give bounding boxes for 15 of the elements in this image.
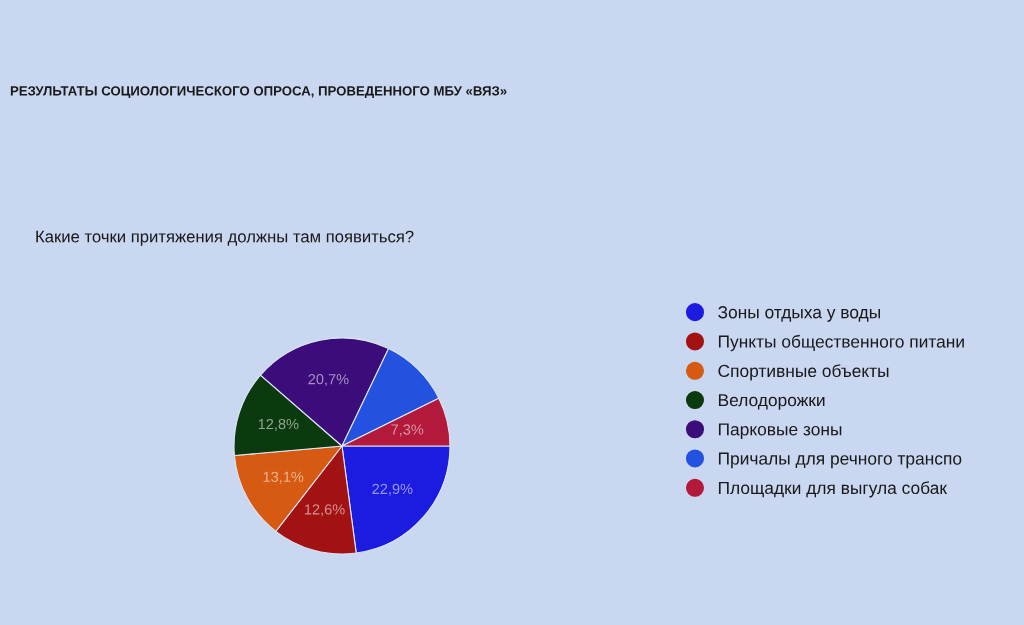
legend-label: Зоны отдыха у воды <box>718 306 880 322</box>
legend-label: Спортивные объекты <box>718 364 889 381</box>
data-label: 13,1% <box>263 471 304 484</box>
legend-label: Велодорожки <box>718 394 825 410</box>
data-label: 22,9% <box>372 483 413 496</box>
data-label: 7,3% <box>391 424 424 437</box>
legend-label: Площадки для выгула собак <box>718 481 948 498</box>
chart-subtitle: Какие точки притяжения должны там появиться? <box>36 230 414 246</box>
data-label: 12,6% <box>304 504 345 517</box>
legend-label: Парковые зоны <box>718 423 842 439</box>
legend-label: Пункты общественного питани <box>718 334 964 352</box>
data-label: 20,7% <box>308 374 349 387</box>
legend-label: Причалы для речного транспо <box>718 452 962 469</box>
chart-title: РЕЗУЛЬТАТЫ СОЦИОЛОГИЧЕСКОГО ОПРОСА, ПРОВЕДЕННОГО МБУ «ВЯЗ» <box>10 86 507 99</box>
data-label: 12,8% <box>258 418 299 431</box>
